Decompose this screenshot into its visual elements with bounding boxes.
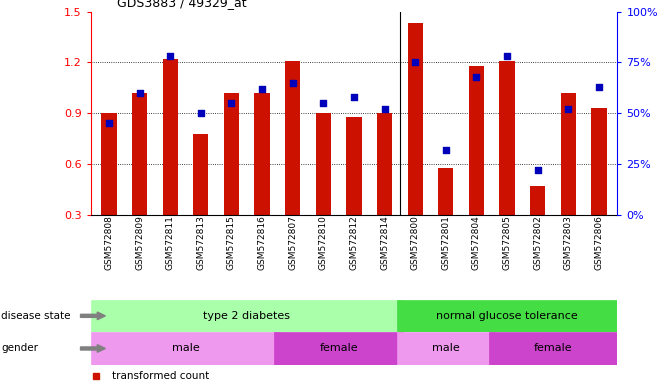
Point (134, 90, 145, 96)
Bar (315, 113, 331, 266)
Bar (254, 93, 270, 266)
Text: GSM572813: GSM572813 (197, 215, 205, 270)
Point (287, 79, 298, 86)
Text: GDS3883 / 49329_at: GDS3883 / 49329_at (117, 0, 246, 9)
Bar (530, 186, 546, 266)
Point (594, 84, 605, 90)
Bar (91, 332, 280, 365)
Point (226, 100, 237, 106)
Bar (397, 300, 617, 332)
Text: GSM572811: GSM572811 (166, 215, 174, 270)
Text: male: male (432, 343, 460, 354)
Text: female: female (533, 343, 572, 354)
Point (471, 74, 482, 80)
Bar (438, 167, 454, 266)
Text: female: female (319, 343, 358, 354)
Text: transformed count: transformed count (111, 371, 209, 381)
Text: GSM572804: GSM572804 (472, 215, 481, 270)
Text: GSM572805: GSM572805 (503, 215, 511, 270)
Bar (101, 113, 117, 266)
Point (257, 86, 268, 92)
Point (532, 167, 543, 173)
Bar (132, 93, 147, 266)
Point (195, 110, 206, 116)
Text: GSM572806: GSM572806 (595, 215, 603, 270)
Point (502, 53, 513, 60)
Text: normal glucose tolerance: normal glucose tolerance (436, 311, 578, 321)
Bar (407, 23, 423, 266)
Bar (488, 332, 617, 365)
Text: GSM572809: GSM572809 (135, 215, 144, 270)
Bar (397, 332, 495, 365)
Bar (224, 93, 239, 266)
Bar (499, 61, 515, 266)
Text: GSM572800: GSM572800 (411, 215, 419, 270)
Bar (91, 300, 403, 332)
Bar (346, 117, 362, 266)
Bar (591, 108, 607, 266)
Text: GSM572807: GSM572807 (289, 215, 297, 270)
Text: GSM572802: GSM572802 (533, 215, 542, 270)
Bar (193, 134, 209, 266)
Text: GSM572812: GSM572812 (350, 215, 358, 270)
Bar (561, 93, 576, 266)
Text: gender: gender (1, 343, 38, 354)
Point (318, 100, 329, 106)
Bar (285, 61, 301, 266)
Point (103, 120, 114, 126)
Text: GSM572801: GSM572801 (442, 215, 450, 270)
Text: male: male (172, 343, 199, 354)
Bar (469, 66, 484, 266)
Text: GSM572816: GSM572816 (258, 215, 266, 270)
Point (440, 147, 451, 153)
Text: GSM572810: GSM572810 (319, 215, 328, 270)
Point (379, 106, 390, 112)
Text: GSM572814: GSM572814 (380, 215, 389, 270)
Point (165, 53, 176, 60)
Text: GSM572803: GSM572803 (564, 215, 573, 270)
Bar (377, 113, 393, 266)
Text: disease state: disease state (1, 311, 71, 321)
Point (563, 106, 574, 112)
Text: GSM572815: GSM572815 (227, 215, 236, 270)
Point (410, 59, 421, 65)
Text: GSM572808: GSM572808 (105, 215, 113, 270)
Bar (274, 332, 403, 365)
Text: type 2 diabetes: type 2 diabetes (203, 311, 291, 321)
Point (349, 94, 360, 100)
Bar (162, 59, 178, 266)
